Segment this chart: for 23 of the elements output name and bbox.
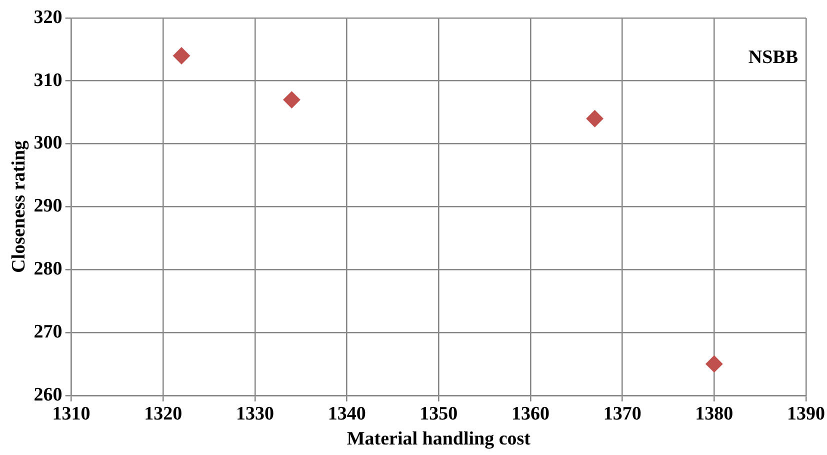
- point: [706, 355, 723, 372]
- x-tick-label: 1390: [787, 404, 825, 425]
- x-tick-label: 1310: [52, 404, 90, 425]
- y-tick-label: 320: [34, 6, 62, 28]
- x-tick-label: 1340: [328, 404, 366, 425]
- point: [173, 47, 190, 64]
- x-tick-label: 1330: [236, 404, 274, 425]
- point: [586, 110, 604, 128]
- y-tick-label: 260: [34, 384, 62, 406]
- annotation: NSBB: [748, 46, 798, 68]
- x-axis-title: Material handling cost: [346, 428, 532, 450]
- y-tick-label: 310: [34, 70, 62, 91]
- y-axis-title: Closeness rating: [8, 140, 30, 273]
- y-tick-label: 270: [34, 321, 62, 342]
- y-tick-label: 300: [34, 132, 62, 154]
- x-tick-label: 1320: [144, 404, 182, 425]
- x-tick-label: 1380: [695, 404, 734, 425]
- x-tick-label: 1360: [511, 404, 550, 425]
- x-tick-label: 1370: [603, 404, 642, 425]
- y-tick-label: 280: [34, 258, 62, 280]
- point: [283, 91, 300, 108]
- y-tick-label: 290: [34, 196, 62, 217]
- x-tick-label: 1350: [420, 404, 458, 425]
